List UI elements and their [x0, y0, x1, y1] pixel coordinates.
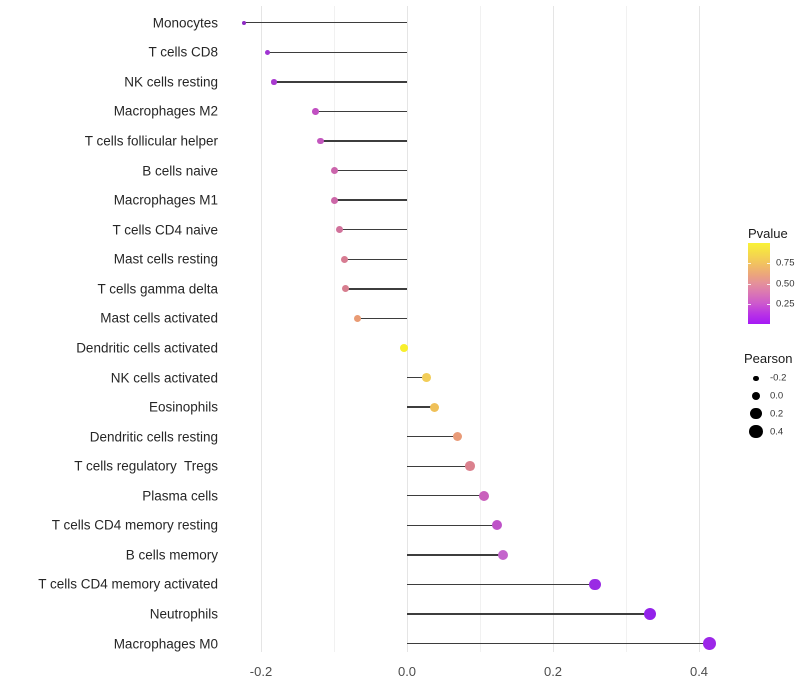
y-axis-label: Macrophages M0	[113, 635, 218, 651]
lollipop-dot	[452, 431, 463, 442]
pvalue-tick-label: 0.75	[776, 256, 795, 268]
x-axis-tick-label: 0.2	[543, 664, 563, 679]
pearson-size-label: 0.0	[770, 390, 784, 402]
pvalue-tick-mark	[767, 283, 770, 285]
lollipop-dot	[331, 167, 339, 175]
lollipop-dot	[643, 607, 657, 621]
gridline-minor	[333, 6, 335, 652]
pearson-size-label: 0.2	[770, 408, 784, 420]
gridline-minor	[479, 6, 481, 652]
lollipop-dot	[497, 549, 508, 560]
lollipop-dot	[430, 402, 440, 412]
lollipop-stem	[274, 81, 407, 83]
pearson-size-label: -0.2	[770, 372, 787, 384]
y-axis-label: NK cells resting	[124, 74, 218, 90]
lollipop-dot	[317, 137, 325, 145]
pearson-size-dot	[751, 391, 761, 401]
y-axis-label: B cells memory	[125, 547, 218, 563]
lollipop-stem	[407, 495, 485, 497]
y-axis-label: Plasma cells	[142, 488, 218, 503]
lollipop-stem	[315, 110, 407, 113]
gridline-major	[552, 6, 554, 652]
y-axis-label: T cells follicular helper	[84, 133, 218, 149]
y-axis-label: B cells naive	[142, 162, 218, 178]
y-axis-label: Macrophages M2	[113, 103, 218, 119]
gridline-major	[406, 6, 408, 652]
lollipop-stem	[407, 524, 497, 526]
y-axis-label: T cells regulatory Tregs	[74, 458, 218, 474]
lollipop-stem	[334, 169, 407, 172]
y-axis-label: Eosinophils	[148, 399, 218, 415]
pvalue-tick-mark	[767, 262, 770, 264]
lollipop-stem	[407, 435, 458, 438]
pvalue-tick-mark	[748, 283, 751, 285]
x-axis-tick-label: 0.4	[689, 664, 709, 679]
pvalue-tick-mark	[748, 303, 751, 305]
lollipop-stem	[407, 613, 651, 615]
lollipop-dot	[491, 520, 502, 531]
lollipop-dot	[336, 226, 344, 234]
pvalue-tick-mark	[748, 262, 751, 264]
y-axis-label: T cells CD4 naive	[112, 221, 218, 237]
lollipop-stem	[320, 140, 407, 142]
y-axis-label: Mast cells activated	[100, 310, 218, 326]
lollipop-stem	[357, 317, 407, 320]
pvalue-tick-label: 0.50	[776, 277, 795, 289]
lollipop-dot	[589, 578, 602, 591]
legend-pearson-title: Pearson	[744, 351, 793, 366]
y-axis-label: NK cells activated	[110, 369, 218, 385]
pearson-size-dot	[749, 425, 763, 439]
y-axis-label: T cells CD4 memory resting	[51, 517, 218, 533]
y-axis-label: T cells CD4 memory activated	[38, 576, 218, 592]
y-axis-label: T cells CD8	[148, 44, 218, 60]
lollipop-stem	[334, 199, 407, 201]
lollipop-dot	[479, 490, 490, 501]
lollipop-stem	[407, 465, 470, 467]
lollipop-dot	[702, 636, 716, 651]
x-axis-tick-label: -0.2	[249, 664, 273, 679]
lollipop-stem	[339, 229, 407, 231]
lollipop-stem	[407, 583, 596, 586]
y-axis-label: Macrophages M1	[113, 192, 218, 208]
lollipop-dot	[340, 255, 348, 263]
lollipop-dot	[242, 20, 247, 25]
pvalue-tick-mark	[767, 303, 770, 305]
x-axis-tick-label: 0.0	[397, 664, 417, 679]
y-axis-label: Mast cells resting	[113, 251, 218, 267]
pvalue-tick-label: 0.25	[776, 298, 795, 310]
y-axis-label: T cells gamma delta	[97, 281, 218, 297]
lollipop-dot	[331, 196, 339, 204]
lollipop-dot	[353, 314, 362, 323]
y-axis-label: Dendritic cells activated	[76, 340, 218, 356]
lollipop-stem	[267, 51, 407, 54]
lollipop-stem	[407, 406, 435, 408]
gridline-major	[698, 6, 700, 652]
pearson-size-label: 0.4	[770, 425, 784, 437]
lollipop-dot	[342, 285, 350, 293]
lollipop-dot	[422, 373, 432, 382]
lollipop-stem	[345, 288, 407, 290]
lollipop-dot	[399, 343, 409, 353]
y-axis-label: Monocytes	[152, 15, 218, 31]
lollipop-stem	[407, 376, 427, 379]
legend-pvalue-title: Pvalue	[748, 226, 788, 241]
lollipop-dot	[264, 49, 271, 56]
lollipop-stem	[344, 258, 407, 260]
pvalue-colorbar	[748, 243, 770, 324]
lollipop-dot	[312, 108, 320, 115]
pearson-size-dot	[753, 375, 759, 381]
y-axis-label: Dendritic cells resting	[89, 428, 218, 444]
y-axis-label: Neutrophils	[149, 606, 218, 622]
lollipop-stem	[244, 22, 407, 24]
lollipop-stem	[407, 554, 503, 556]
lollipop-dot	[271, 79, 277, 85]
gridline-minor	[625, 6, 627, 652]
lollipop-dot	[464, 461, 475, 471]
gridline-major	[260, 6, 262, 652]
pearson-size-dot	[750, 408, 762, 420]
lollipop-stem	[407, 642, 710, 645]
